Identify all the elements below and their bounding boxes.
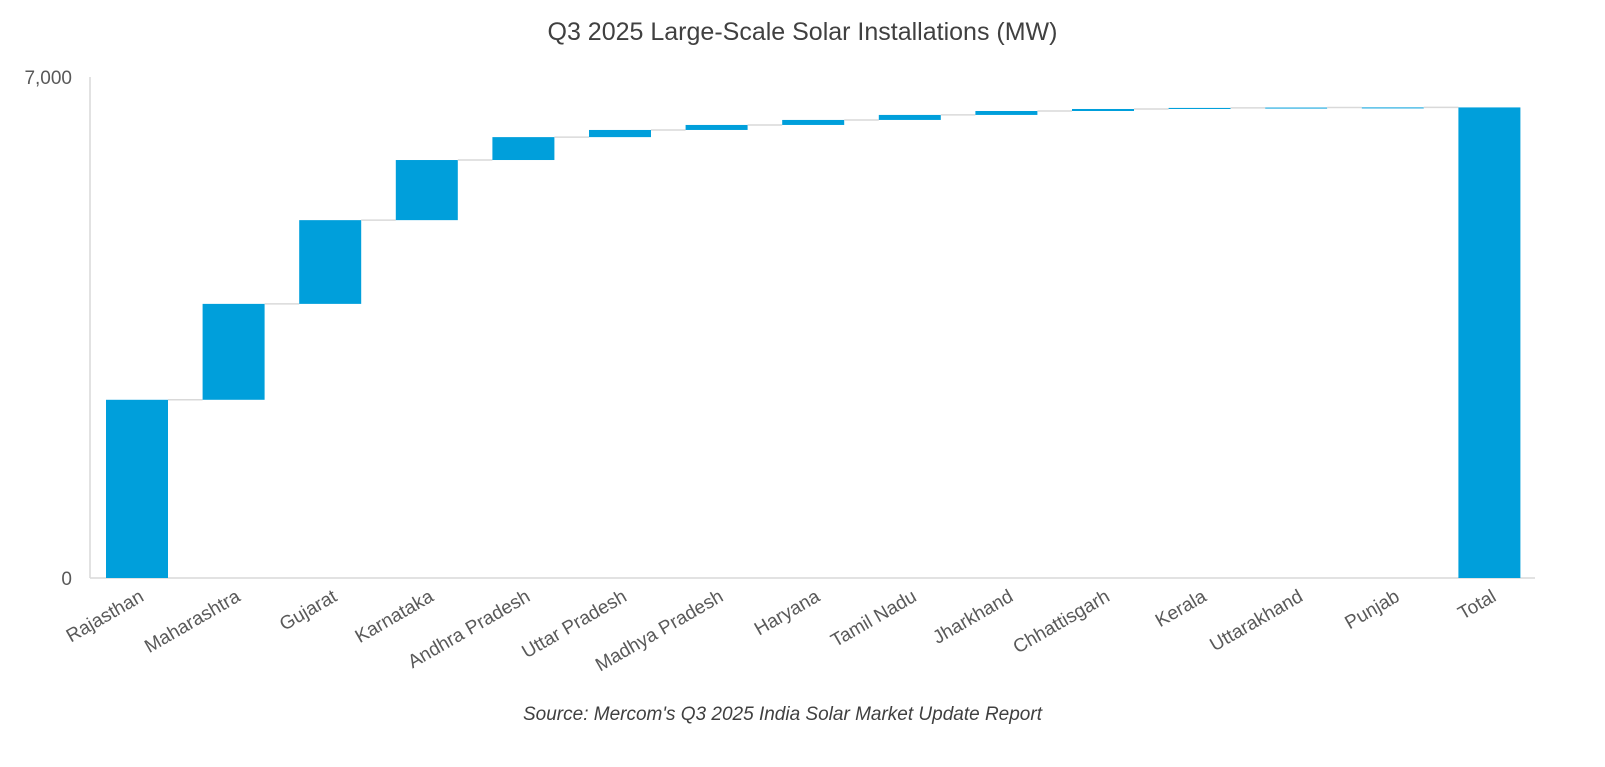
bar-kerala — [1168, 107, 1231, 109]
bar-uttar-pradesh — [589, 129, 651, 138]
bar-andhra-pradesh — [492, 137, 555, 161]
x-tick-label: Punjab — [1342, 586, 1404, 634]
x-tick-label: Rajasthan — [63, 586, 148, 647]
x-tick-label: Chhattisgarh — [1010, 586, 1114, 658]
bar-haryana — [782, 119, 845, 125]
x-tick-label: Gujarat — [276, 586, 341, 636]
bar-punjab — [1361, 107, 1424, 109]
bar-uttarakhand — [1265, 107, 1328, 109]
chart-title: Q3 2025 Large-Scale Solar Installations … — [547, 18, 1058, 46]
x-tick-label: Maharashtra — [141, 586, 244, 658]
x-tick-label: Jharkhand — [930, 586, 1017, 649]
x-tick-label: Uttarakhand — [1207, 586, 1307, 656]
x-tick-label: Haryana — [751, 586, 824, 640]
bar-chhattisgarh — [1072, 108, 1134, 111]
x-tick-label: Karnataka — [352, 586, 438, 648]
bar-karnataka — [395, 160, 458, 221]
x-tick-label: Tamil Nadu — [827, 586, 920, 652]
x-tick-label: Total — [1455, 586, 1500, 624]
bar-jharkhand — [975, 110, 1038, 115]
bar-tamil-nadu — [878, 114, 941, 120]
x-tick-label: Kerala — [1152, 586, 1210, 632]
bar-rajasthan — [106, 399, 168, 578]
chart-source: Source: Mercom's Q3 2025 India Solar Mar… — [523, 704, 1042, 725]
bar-gujarat — [299, 220, 362, 304]
y-tick-label: 0 — [61, 569, 72, 590]
y-tick-label: 7,000 — [24, 68, 72, 89]
bar-madhya-pradesh — [685, 124, 748, 130]
bar-total — [1458, 107, 1521, 579]
bar-maharashtra — [202, 303, 265, 400]
